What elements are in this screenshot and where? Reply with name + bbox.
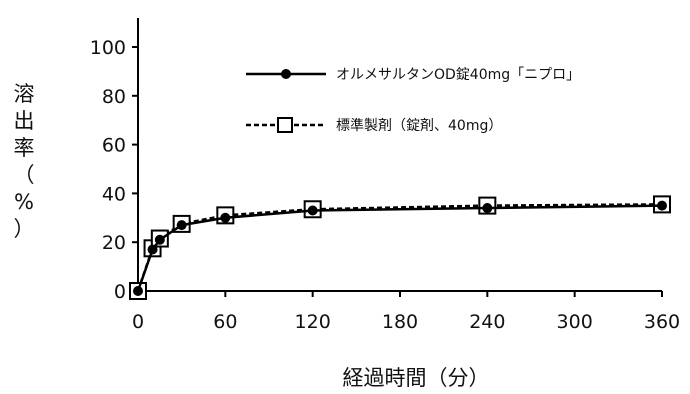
- x-tick-label: 300: [557, 311, 593, 333]
- data-point: [657, 200, 667, 211]
- legend-marker: [281, 69, 291, 79]
- x-tick-label: 180: [382, 311, 418, 333]
- y-tick-label: 60: [102, 135, 126, 157]
- series-line: [136, 203, 663, 292]
- data-point: [154, 234, 165, 245]
- legend-label: 標準製剤（錠剤、40mg）: [336, 118, 502, 134]
- y-tick-label: 0: [114, 281, 126, 303]
- y-tick-label: 40: [102, 183, 126, 205]
- series-line: [136, 204, 663, 292]
- y-tick-label: 20: [102, 232, 126, 254]
- data-point: [307, 205, 318, 216]
- x-tick-label: 240: [469, 311, 505, 333]
- x-ticks: 0 60 120 180 240 300 360: [132, 291, 680, 333]
- y-tick-label: 80: [102, 86, 126, 108]
- data-point: [482, 203, 493, 214]
- legend: オルメサルタンOD錠40mg「ニプロ」標準製剤（錠剤、40mg）: [246, 67, 580, 134]
- data-point: [147, 244, 158, 255]
- data-point: [176, 220, 187, 231]
- series-0: [133, 200, 667, 296]
- x-tick-label: 0: [132, 311, 144, 333]
- legend-item: 標準製剤（錠剤、40mg）: [246, 117, 502, 134]
- series-layer: [129, 195, 671, 300]
- data-point: [133, 286, 143, 296]
- y-tick-label: 100: [90, 37, 126, 59]
- x-tick-label: 120: [295, 311, 331, 333]
- x-tick-label: 360: [644, 311, 680, 333]
- legend-label: オルメサルタンOD錠40mg「ニプロ」: [336, 67, 580, 83]
- y-ticks: 0 20 40 60 80 100: [90, 37, 138, 303]
- y-axis-title: 溶出率（%）: [14, 82, 35, 241]
- legend-marker: [277, 117, 293, 133]
- plot-area: 0 20 40 60 80 100 0 60 120 180 240 300 360: [90, 18, 680, 333]
- legend-item: オルメサルタンOD錠40mg「ニプロ」: [246, 67, 580, 83]
- series-1: [129, 195, 671, 300]
- x-axis-title: 経過時間（分）: [343, 366, 490, 390]
- x-tick-label: 60: [213, 311, 237, 333]
- data-point: [220, 212, 231, 223]
